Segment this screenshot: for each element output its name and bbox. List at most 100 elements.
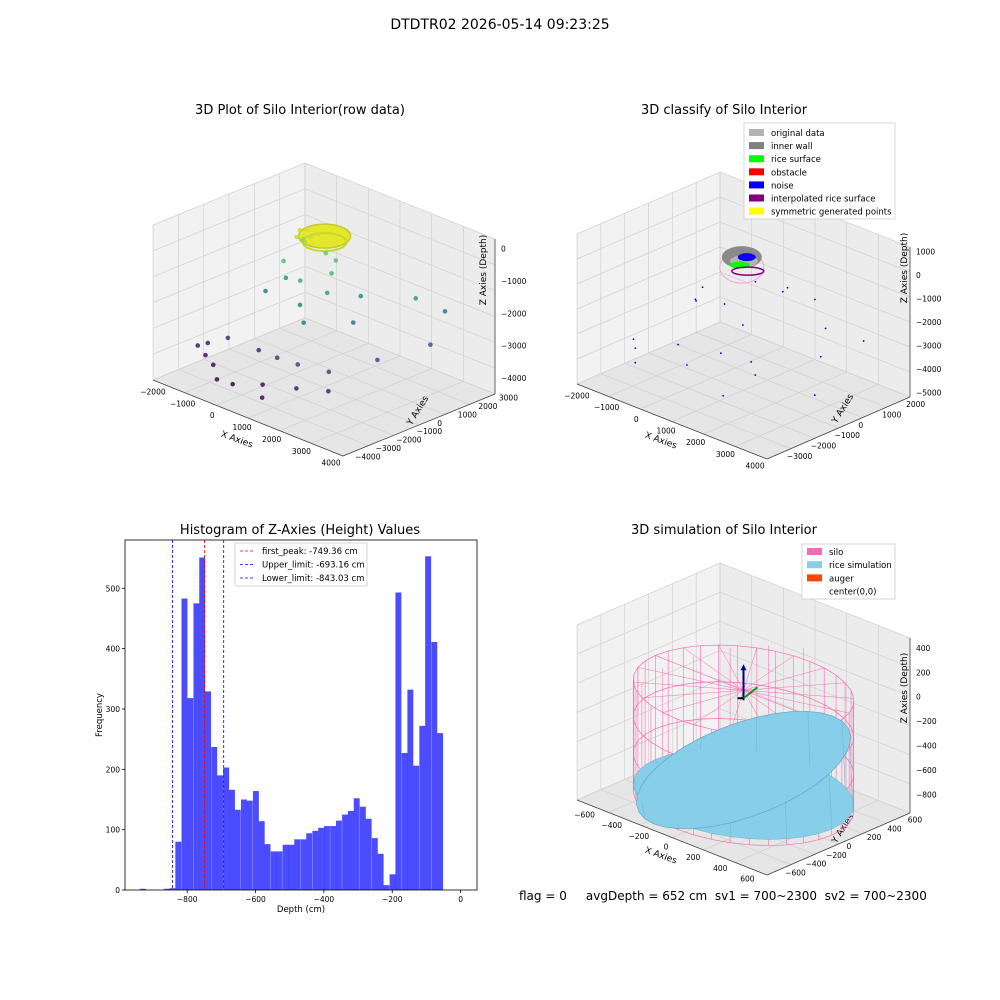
hist-bar [395,592,402,890]
p1-z-tick: 0 [501,245,506,254]
p1-y-tick: −3000 [376,444,402,453]
p2-noise-point [677,343,680,346]
hist-bar [383,885,390,890]
p1-y-tick: −4000 [355,452,381,461]
hist-bar [234,809,241,890]
p1-point [329,271,334,276]
p4-y-axis-line [766,812,911,876]
p1-point [203,352,208,358]
p1-point [326,389,331,394]
hist-legend-label: Lower_limit: -843.03 cm [262,574,364,584]
hist-bar [359,806,366,890]
hist-bar [270,851,277,890]
hist-bar [371,838,378,890]
p1-point [210,362,216,368]
p1-z-label: Z Axies (Depth) [479,235,489,306]
hist-legend-box [234,542,368,587]
status-footer: flag = 0 avgDepth = 652 cm sv1 = 700~230… [519,889,927,903]
p2-noise-point [719,352,722,355]
p2-noise-point [695,300,697,302]
p4-legend-label: silo [829,548,843,558]
p1-point [295,362,301,367]
hist-y-tick: 500 [106,584,121,593]
p2-legend-label: noise [771,181,794,191]
p1-point [375,357,380,363]
p2-noise-point [701,286,704,289]
hist-x-label: Depth (cm) [277,905,325,915]
hist-bar [288,844,295,890]
hist-bar [312,830,319,890]
p2-y-tick: 2000 [906,400,925,409]
p2-noise-point [754,374,757,376]
hist-bar [365,818,372,890]
hist-bar [175,841,182,890]
hist-bar [199,557,206,890]
hist-bar [264,844,271,890]
hist-bar [228,789,235,890]
p2-x-axis-line [576,383,768,460]
p2-legend-swatch [749,155,764,163]
p2-x-tick: 3000 [716,450,735,459]
p1-grid-z [152,162,496,240]
p2-legend-swatch [749,194,764,202]
hist-y-tick: 100 [106,826,121,835]
p1-grid-y [279,173,470,405]
p4-z-tick: 200 [916,668,931,677]
hist-bar [181,598,188,890]
p4-z-tick: −200 [916,717,937,726]
p2-legend-label: obstacle [771,168,807,178]
hist-y-tick: 200 [106,765,121,774]
p2-noise-point [634,361,637,364]
p4-z-tick: −600 [916,766,937,775]
p4-legend-label: auger [829,574,854,584]
p1-point [350,320,356,325]
p2-y-tick: −1000 [835,431,861,440]
hist-bar [347,810,354,890]
p1-x-axis-line [152,379,344,457]
p4-rice-mesh [700,737,702,750]
p2-noise-point [781,290,784,293]
p1-y-tick: 0 [437,419,442,428]
p1-point [260,382,265,387]
p2-noise-point [694,298,697,301]
p1-point [205,340,211,346]
p4-y-tick: −400 [806,860,827,869]
p1-y-tick: 1000 [458,410,477,419]
p1-point [308,234,313,240]
p4-z-tick: 400 [916,644,931,653]
p1-z-tick: −1000 [501,277,527,286]
p1-point [442,309,448,314]
p1-z-tick: −4000 [501,374,527,383]
p1-x-tick: 4000 [322,459,341,468]
p2-noise-point [634,347,637,350]
p2-grid-z [576,171,911,248]
hist-bar [163,888,170,890]
p1-point [256,347,262,353]
p2-y-tick: −2000 [811,442,837,451]
p2-x-tick: 4000 [746,462,765,471]
p2-legend-label: symmetric generated points [771,208,892,218]
p2-legend-swatch [749,207,764,215]
hist-bar [187,698,194,890]
p1-z-tick: −3000 [501,342,527,351]
p4-y-tick: 0 [847,842,852,851]
hist-y-tick: 0 [115,886,120,895]
p1-point [283,275,289,281]
hist-bar [431,641,438,890]
p4-rice-mesh [828,773,832,830]
p2-legend-swatch [749,181,764,189]
p2-legend-label: inner wall [771,142,812,152]
p2-x-tick: 1000 [656,427,675,436]
p1-y-axis-line [342,393,496,457]
p4-x-tick: 0 [664,843,669,852]
p1-y-tick: 2000 [478,402,497,411]
p1-point [297,227,303,233]
hist-bar [419,725,426,890]
hist-y-tick: 400 [106,645,121,654]
hist-y-tick: 300 [106,705,121,714]
p4-auger-y-arrow [742,686,759,700]
hist-x-tick: −800 [177,895,198,904]
p4-legend-swatch [807,548,822,555]
